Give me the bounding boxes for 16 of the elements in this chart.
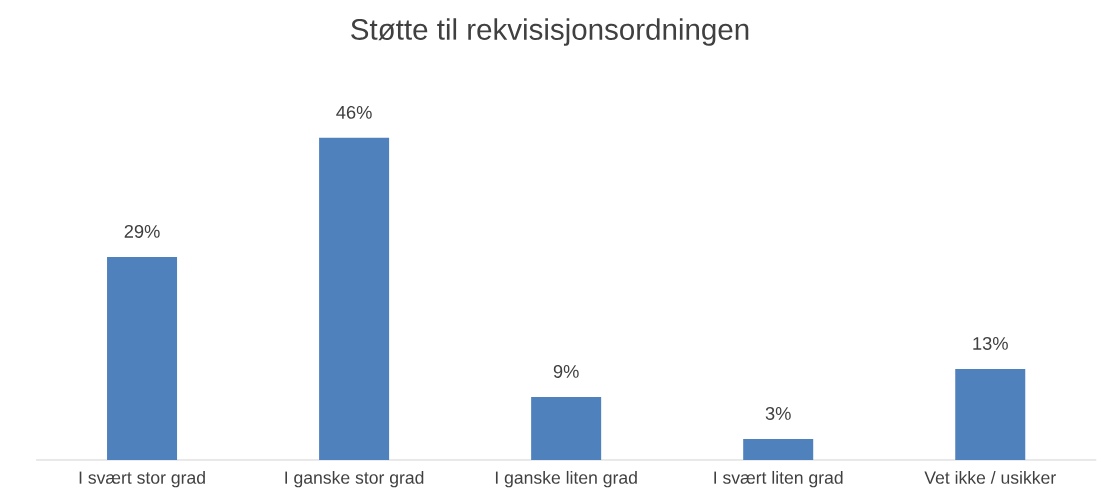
data-label: 46% [336,105,372,119]
data-label: 13% [973,336,1008,350]
bar [743,438,814,460]
x-tick-label: I ganske liten grad [495,470,637,488]
data-label: 3% [765,406,791,420]
x-tick-label: I svært stor grad [79,470,205,488]
x-tick-label: Vet ikke / usikker [924,470,1056,484]
chart-title: Støtte til rekvisisjonsordningen [351,18,749,46]
bar [107,256,178,460]
bar [319,137,390,460]
x-tick-label: I ganske stor grad [285,470,424,488]
data-label: 9% [553,364,579,378]
x-tick-label: I svært liten grad [714,470,843,488]
bar [531,396,602,460]
data-label: 29% [124,224,160,238]
bar [955,368,1026,460]
